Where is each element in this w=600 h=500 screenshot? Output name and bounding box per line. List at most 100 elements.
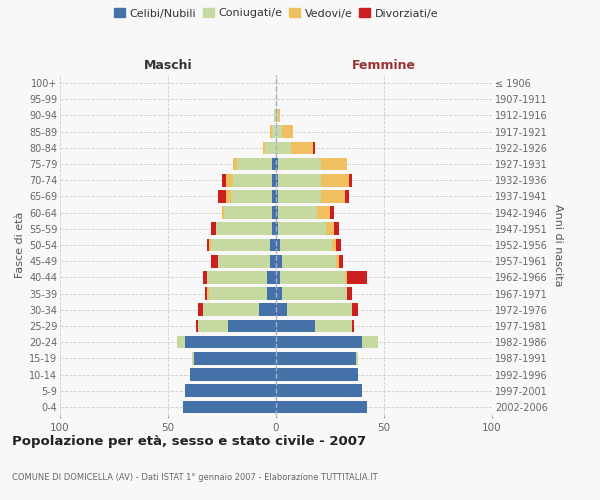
Bar [337, 255, 338, 268]
Bar [276, 206, 278, 219]
Bar [276, 109, 278, 122]
Bar [356, 352, 358, 364]
Bar [185, 384, 276, 397]
Bar [276, 190, 278, 202]
Bar [209, 288, 268, 300]
Bar [276, 352, 356, 364]
Y-axis label: Anni di nascita: Anni di nascita [553, 204, 563, 286]
Bar [332, 238, 337, 252]
Bar [280, 238, 332, 252]
Bar [283, 288, 347, 300]
Bar [345, 271, 347, 283]
Bar [196, 320, 198, 332]
Bar [317, 206, 330, 219]
Bar [349, 174, 352, 186]
Bar [276, 336, 362, 348]
Bar [229, 320, 276, 332]
Bar [218, 255, 269, 268]
Bar [276, 368, 358, 381]
Bar [226, 190, 230, 202]
Bar [222, 174, 226, 186]
Legend: Celibi/Nubili, Coniugati/e, Vedovi/e, Divorziati/e: Celibi/Nubili, Coniugati/e, Vedovi/e, Di… [114, 8, 438, 18]
Bar [209, 238, 211, 252]
Bar [272, 222, 276, 235]
Bar [222, 206, 224, 219]
Bar [347, 288, 352, 300]
Bar [237, 158, 272, 170]
Bar [276, 238, 280, 252]
Bar [224, 206, 272, 219]
Bar [345, 190, 349, 202]
Bar [198, 304, 203, 316]
Bar [347, 271, 367, 283]
Bar [185, 336, 276, 348]
Bar [203, 304, 259, 316]
Bar [276, 320, 315, 332]
Bar [276, 158, 278, 170]
Bar [276, 271, 280, 283]
Bar [278, 109, 280, 122]
Bar [269, 238, 276, 252]
Bar [263, 142, 265, 154]
Bar [233, 174, 272, 186]
Bar [205, 288, 207, 300]
Text: Femmine: Femmine [352, 59, 416, 72]
Bar [291, 142, 313, 154]
Bar [334, 222, 338, 235]
Bar [259, 304, 276, 316]
Bar [276, 384, 362, 397]
Bar [278, 206, 317, 219]
Bar [278, 222, 326, 235]
Bar [276, 288, 283, 300]
Bar [313, 142, 315, 154]
Bar [274, 109, 276, 122]
Bar [362, 336, 377, 348]
Text: Maschi: Maschi [143, 59, 193, 72]
Bar [194, 352, 276, 364]
Bar [198, 320, 229, 332]
Bar [352, 304, 358, 316]
Bar [278, 174, 322, 186]
Bar [233, 158, 237, 170]
Bar [322, 190, 345, 202]
Bar [269, 126, 272, 138]
Y-axis label: Fasce di età: Fasce di età [14, 212, 25, 278]
Bar [183, 400, 276, 413]
Bar [352, 320, 354, 332]
Bar [280, 271, 345, 283]
Bar [215, 222, 272, 235]
Bar [272, 206, 276, 219]
Bar [272, 190, 276, 202]
Bar [276, 126, 283, 138]
Bar [211, 255, 218, 268]
Bar [278, 190, 322, 202]
Bar [287, 304, 352, 316]
Bar [265, 142, 276, 154]
Bar [326, 222, 334, 235]
Bar [211, 222, 215, 235]
Bar [207, 288, 209, 300]
Bar [211, 238, 269, 252]
Bar [226, 174, 233, 186]
Text: Popolazione per età, sesso e stato civile - 2007: Popolazione per età, sesso e stato civil… [12, 435, 366, 448]
Bar [276, 142, 291, 154]
Bar [192, 352, 194, 364]
Bar [269, 255, 276, 268]
Bar [190, 368, 276, 381]
Bar [272, 158, 276, 170]
Bar [283, 255, 337, 268]
Bar [230, 190, 272, 202]
Bar [276, 174, 278, 186]
Bar [268, 288, 276, 300]
Bar [322, 158, 347, 170]
Bar [278, 158, 322, 170]
Bar [276, 400, 367, 413]
Bar [276, 304, 287, 316]
Bar [207, 271, 268, 283]
Bar [203, 271, 207, 283]
Bar [207, 238, 209, 252]
Bar [322, 174, 349, 186]
Bar [338, 255, 343, 268]
Bar [330, 206, 334, 219]
Bar [272, 126, 276, 138]
